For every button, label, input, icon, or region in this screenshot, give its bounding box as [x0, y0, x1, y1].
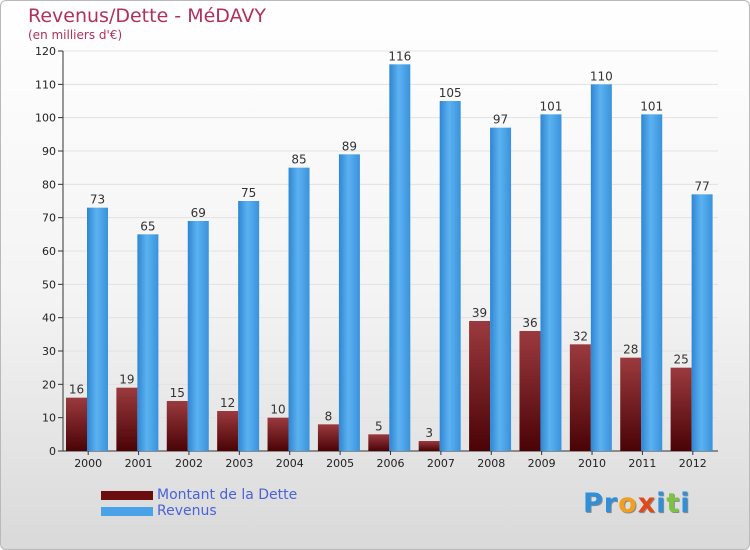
data-label: 89	[342, 139, 357, 153]
bar-revenus	[389, 64, 411, 452]
bar-revenus	[187, 221, 209, 451]
bar-revenus	[540, 114, 562, 451]
data-label: 39	[472, 306, 487, 320]
bar-dette	[519, 331, 541, 451]
bar-revenus	[641, 114, 663, 451]
data-label: 8	[325, 409, 333, 423]
data-label: 77	[694, 179, 709, 193]
data-label: 5	[375, 419, 383, 433]
data-label: 69	[191, 206, 206, 220]
bar-revenus	[490, 127, 512, 452]
x-tick-label: 2010	[578, 457, 606, 470]
bar-revenus	[338, 154, 360, 452]
data-label: 101	[640, 99, 663, 113]
bar-dette	[670, 367, 692, 451]
y-tick-label: 40	[42, 312, 56, 325]
y-tick-label: 30	[42, 345, 56, 358]
x-tick-label: 2012	[679, 457, 707, 470]
data-label: 25	[673, 353, 688, 367]
data-label: 32	[573, 329, 588, 343]
x-tick-label: 2009	[528, 457, 556, 470]
y-tick-label: 20	[42, 378, 56, 391]
bar-dette	[368, 434, 390, 451]
bar-dette	[569, 344, 591, 451]
logo-letter: x	[637, 488, 657, 519]
bar-revenus	[238, 201, 260, 451]
legend-swatch-dette	[101, 491, 153, 500]
data-label: 73	[90, 193, 105, 207]
bar-revenus	[87, 207, 108, 451]
x-tick-label: 2011	[628, 457, 656, 470]
bar-dette	[116, 387, 138, 451]
y-tick-label: 10	[42, 412, 56, 425]
x-tick-label: 2005	[326, 457, 354, 470]
logo-letter: i	[656, 488, 667, 519]
legend-label-dette: Montant de la Dette	[157, 487, 298, 503]
x-tick-label: 2006	[377, 457, 405, 470]
data-label: 116	[388, 49, 411, 63]
y-tick-label: 120	[35, 45, 56, 58]
data-label: 110	[590, 69, 613, 83]
y-tick-label: 0	[49, 445, 56, 458]
chart-title: Revenus/Dette - MéDAVY	[28, 5, 266, 27]
x-tick-label: 2001	[125, 457, 153, 470]
bar-revenus	[288, 167, 310, 451]
logo-letter: P	[583, 488, 604, 519]
y-tick-label: 60	[42, 245, 56, 258]
data-label: 3	[425, 426, 433, 440]
data-label: 19	[119, 373, 134, 387]
data-label: 15	[170, 386, 185, 400]
data-label: 75	[241, 186, 256, 200]
x-tick-label: 2007	[427, 457, 455, 470]
data-label: 12	[220, 396, 235, 410]
logo-letter: t	[666, 488, 681, 519]
y-tick-label: 80	[42, 178, 56, 191]
y-tick-label: 70	[42, 212, 56, 225]
bar-dette	[66, 397, 87, 451]
legend-label-revenus: Revenus	[157, 503, 217, 519]
bar-dette	[267, 417, 289, 451]
data-label: 97	[493, 113, 508, 127]
data-label: 105	[439, 86, 462, 100]
x-tick-label: 2008	[477, 457, 505, 470]
bar-dette	[166, 401, 188, 451]
bar-revenus	[590, 84, 612, 451]
bar-dette	[217, 411, 239, 451]
x-tick-label: 2004	[276, 457, 304, 470]
legend-swatch-revenus	[101, 507, 153, 516]
x-tick-label: 2000	[74, 457, 102, 470]
x-tick-label: 2003	[225, 457, 253, 470]
data-label: 101	[540, 99, 563, 113]
bar-revenus	[439, 101, 461, 451]
y-tick-label: 90	[42, 145, 56, 158]
logo-letter: r	[603, 488, 619, 519]
proxiti-logo: Proxiti	[583, 488, 691, 519]
data-label: 10	[270, 403, 285, 417]
y-tick-label: 50	[42, 278, 56, 291]
bar-revenus	[137, 234, 159, 451]
bar-dette	[317, 424, 339, 451]
data-label: 16	[69, 383, 84, 397]
data-label: 28	[623, 343, 638, 357]
data-label: 36	[522, 316, 537, 330]
logo-letter: o	[618, 488, 638, 519]
x-tick-label: 2002	[175, 457, 203, 470]
data-label: 65	[140, 219, 155, 233]
y-tick-label: 110	[35, 78, 56, 91]
logo-letter: i	[680, 488, 691, 519]
data-label: 85	[291, 153, 306, 167]
y-tick-label: 100	[35, 112, 56, 125]
bar-dette	[620, 357, 642, 451]
bar-dette	[469, 321, 491, 451]
bar-revenus	[691, 194, 713, 452]
bar-dette	[418, 441, 440, 451]
chart-subtitle: (en milliers d'€)	[28, 28, 123, 42]
